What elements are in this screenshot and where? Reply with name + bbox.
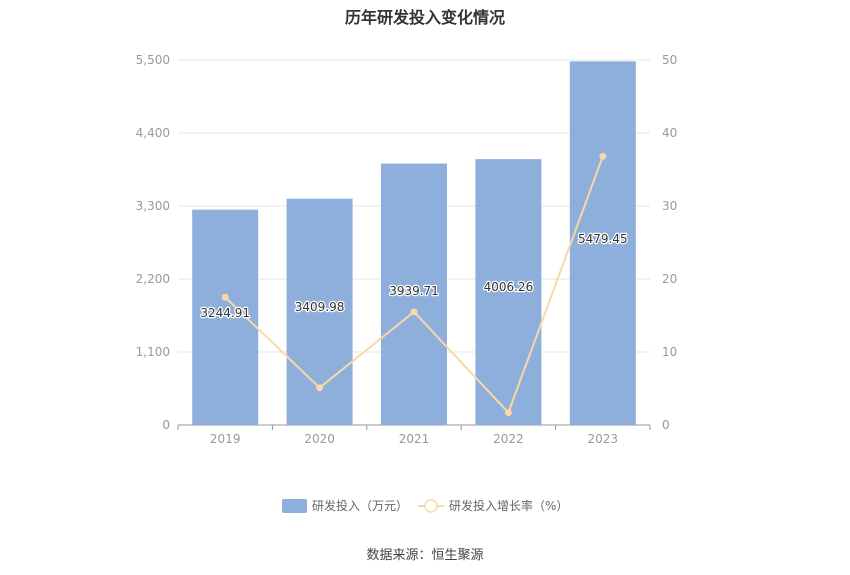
bar bbox=[381, 163, 447, 426]
x-tick-label: 2021 bbox=[399, 432, 430, 446]
source-note: 数据来源：恒生聚源 bbox=[366, 548, 484, 563]
legend-label-bar: 研发投入（万元） bbox=[312, 498, 408, 513]
bar-data-label: 5479.45 bbox=[578, 232, 628, 246]
bar-data-label: 3939.71 bbox=[389, 284, 439, 298]
bar-data-label: 3409.98 bbox=[295, 300, 345, 314]
x-tick-label: 2023 bbox=[588, 432, 619, 446]
legend-swatch-bar bbox=[282, 499, 307, 513]
chart-title: 历年研发投入变化情况 bbox=[344, 8, 505, 27]
y-right-tick-label: 50 bbox=[662, 53, 677, 67]
x-tick-label: 2022 bbox=[493, 432, 524, 446]
growth-rate-point bbox=[316, 384, 324, 392]
bar bbox=[475, 159, 542, 426]
bar bbox=[569, 61, 636, 426]
growth-rate-point bbox=[221, 293, 229, 301]
y-right-tick-label: 20 bbox=[662, 272, 677, 286]
y-right-tick-label: 10 bbox=[662, 345, 677, 359]
y-left-tick-label: 2,200 bbox=[136, 272, 170, 286]
legend-swatch-point bbox=[424, 499, 438, 513]
growth-rate-point bbox=[599, 152, 607, 160]
y-left-tick-label: 5,500 bbox=[136, 53, 170, 67]
y-left-tick-label: 0 bbox=[162, 418, 170, 432]
y-left-tick-label: 4,400 bbox=[136, 126, 170, 140]
y-left-tick-label: 3,300 bbox=[136, 199, 170, 213]
y-left-tick-label: 1,100 bbox=[136, 345, 170, 359]
y-right-tick-label: 40 bbox=[662, 126, 677, 140]
x-tick-label: 2019 bbox=[210, 432, 241, 446]
growth-rate-point bbox=[504, 409, 512, 417]
y-right-tick-label: 30 bbox=[662, 199, 677, 213]
bar-data-label: 3244.91 bbox=[200, 306, 250, 320]
growth-rate-point bbox=[410, 308, 418, 316]
y-right-tick-label: 0 bbox=[662, 418, 670, 432]
x-tick-label: 2020 bbox=[304, 432, 335, 446]
legend-label-line: 研发投入增长率（%） bbox=[449, 498, 568, 513]
bar-data-label: 4006.26 bbox=[484, 280, 534, 294]
